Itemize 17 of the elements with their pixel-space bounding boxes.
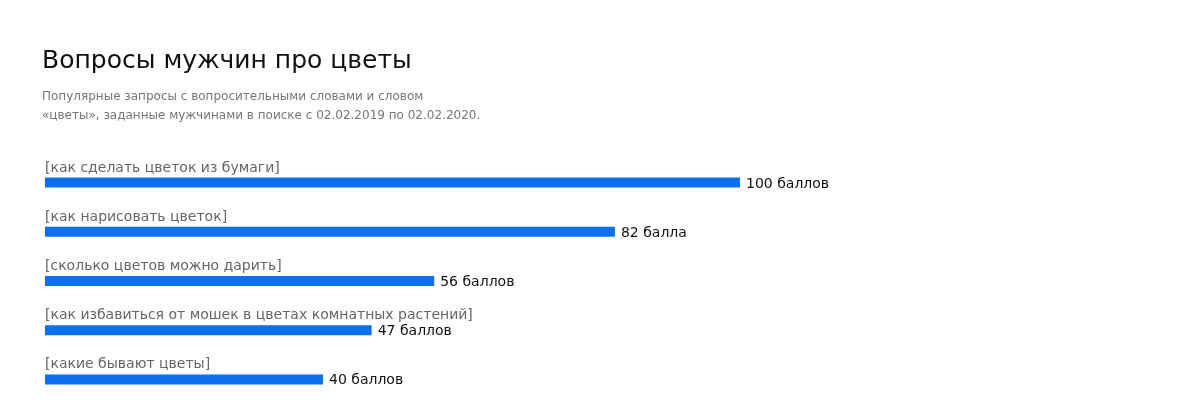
y-tick-label: [как нарисовать цветок] bbox=[45, 207, 228, 224]
y-tick-label: [сколько цветов можно дарить] bbox=[45, 257, 282, 273]
y-tick-label: [какие бывают цветы] bbox=[45, 355, 211, 372]
bar bbox=[45, 276, 435, 286]
chart-title: Вопросы мужчин про цветы bbox=[42, 45, 412, 74]
y-tick-label: [как избавиться от мошек в цветах комнатных растений] bbox=[45, 306, 473, 323]
data-label: 100 баллов bbox=[746, 174, 830, 191]
chart-subtitle: Популярные запросы с вопросительными словами и словом «цветы», заданные мужчинами в поиске с 02.02.2019 по 02.02.2020. bbox=[42, 88, 481, 122]
bar bbox=[45, 177, 740, 188]
bar bbox=[45, 226, 615, 237]
bar bbox=[45, 325, 372, 336]
data-label: 56 баллов bbox=[440, 273, 515, 289]
y-tick-label: [как сделать цветок из бумаги] bbox=[45, 158, 280, 175]
bar bbox=[45, 374, 323, 385]
data-label: 82 балла bbox=[620, 223, 687, 240]
data-label: 40 баллов bbox=[329, 371, 404, 388]
data-label: 47 баллов bbox=[377, 322, 452, 339]
